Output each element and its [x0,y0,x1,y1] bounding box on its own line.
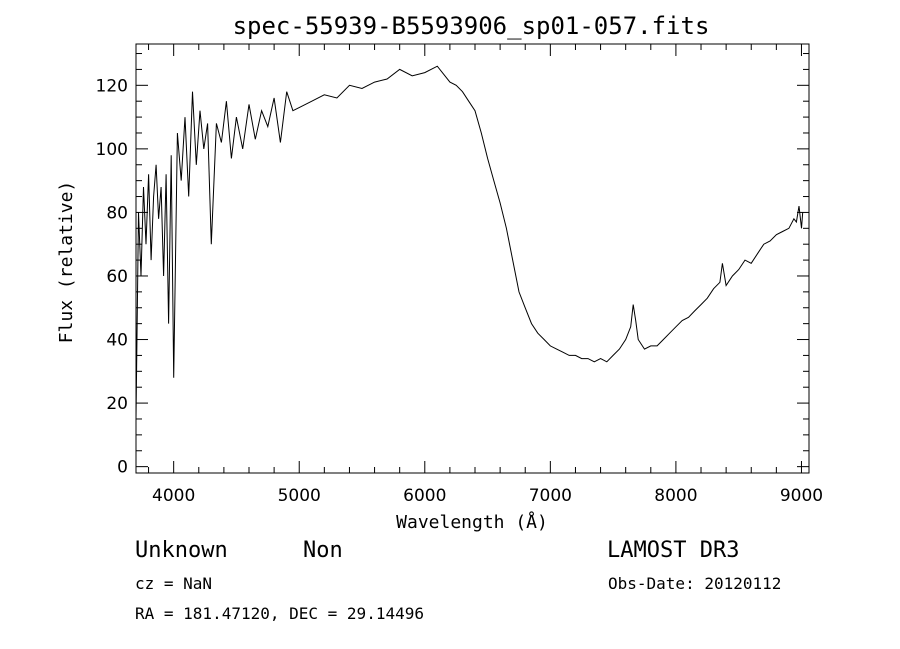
x-tick-label: 7000 [529,486,572,506]
y-tick-label: 0 [117,458,128,478]
survey-label: LAMOST DR3 [607,538,740,563]
y-tick-label: 40 [106,331,128,351]
x-tick-label: 6000 [403,486,446,506]
y-tick-label: 100 [96,140,128,160]
x-tick-label: 5000 [278,486,321,506]
y-tick-label: 20 [106,394,128,414]
y-axis-label: Flux (relative) [56,181,77,344]
coordinates-text: RA = 181.47120, DEC = 29.14496 [135,604,424,623]
x-tick-label: 4000 [152,486,195,506]
chart-title: spec-55939-B5593906_sp01-057.fits [233,12,710,40]
spectrum-line [135,65,804,420]
x-tick-label: 9000 [780,486,823,506]
y-tick-label: 60 [106,267,128,287]
object-subclass-label: Non [303,538,343,563]
plot-frame [135,43,810,474]
redshift-text: cz = NaN [135,574,213,593]
y-tick-label: 80 [106,203,128,223]
axis-ticks [136,44,809,473]
object-class-label: Unknown [135,538,228,563]
x-tick-label: 8000 [654,486,697,506]
obs-date-text: Obs-Date: 20120112 [608,574,782,593]
y-tick-label: 120 [96,76,128,96]
axis-tick-labels: 4000 5000 6000 7000 8000 9000 0 20 40 60 80 100 120 [96,76,824,506]
x-axis-label: Wavelength (Å) [396,511,548,533]
